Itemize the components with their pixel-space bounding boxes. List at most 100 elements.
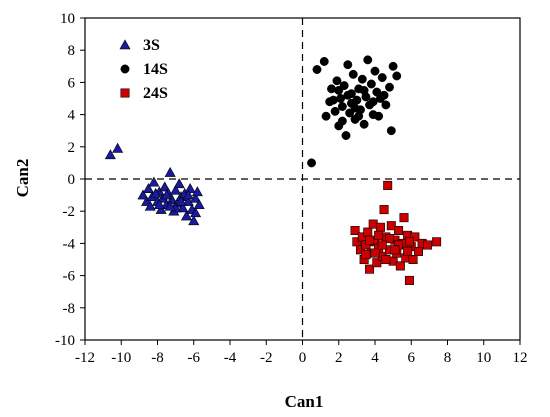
data-point: [408, 255, 418, 265]
x-tick-label: -2: [260, 350, 273, 366]
data-point: [177, 202, 189, 213]
legend-label: 3S: [143, 37, 160, 54]
data-point: [193, 199, 205, 210]
data-point: [359, 119, 369, 129]
data-point: [410, 232, 420, 242]
data-point: [370, 66, 380, 76]
y-tick-label: -10: [55, 333, 75, 349]
data-point: [307, 158, 317, 168]
data-point: [377, 73, 387, 83]
data-point: [104, 149, 116, 160]
data-point: [190, 207, 202, 218]
data-point: [182, 189, 194, 200]
legend-label: 14S: [143, 61, 168, 78]
reference-lines: [85, 18, 520, 340]
y-tick-label: -2: [63, 204, 76, 220]
data-point: [357, 74, 367, 84]
data-point: [175, 195, 187, 206]
data-point: [164, 166, 176, 177]
y-tick-label: -6: [63, 269, 76, 285]
data-point: [180, 210, 193, 221]
x-tick-label: 4: [371, 350, 379, 366]
legend-item-24s: 24S: [120, 85, 168, 102]
data-point: [423, 240, 433, 250]
data-point: [332, 76, 342, 86]
data-point: [374, 230, 384, 240]
data-point: [191, 186, 203, 197]
x-axis-ticks: -12 -10 -8 -6 -4 -2 0 2 4 6 8 10 12: [75, 340, 528, 366]
data-point: [173, 178, 185, 189]
data-point: [385, 82, 394, 92]
data-point: [366, 79, 376, 89]
data-point: [379, 205, 389, 215]
data-point: [361, 250, 371, 260]
y-tick-label: 0: [68, 172, 76, 188]
series-24s: [350, 180, 442, 285]
data-point: [365, 264, 375, 274]
data-point: [354, 111, 364, 121]
legend: 3S 14S 24S: [119, 37, 168, 102]
data-point: [184, 183, 196, 193]
x-tick-label: 10: [476, 350, 491, 366]
data-point: [394, 226, 404, 236]
x-tick-label: -6: [188, 350, 201, 366]
data-point: [392, 71, 402, 81]
data-point: [399, 213, 409, 223]
y-tick-label: -8: [63, 301, 76, 317]
data-point: [386, 221, 396, 231]
data-point: [328, 95, 338, 105]
data-point: [432, 237, 442, 247]
data-point: [355, 245, 365, 255]
data-points: [104, 55, 442, 285]
data-point: [327, 84, 336, 94]
data-point: [404, 275, 414, 285]
data-point: [381, 100, 391, 110]
x-tick-label: -10: [111, 350, 131, 366]
data-point: [312, 65, 322, 74]
x-tick-label: -12: [75, 350, 95, 366]
x-tick-label: -4: [224, 350, 237, 366]
data-point: [337, 116, 347, 126]
data-point: [390, 245, 400, 255]
data-point: [386, 126, 396, 136]
data-point: [381, 255, 391, 265]
data-point: [337, 102, 347, 112]
y-tick-label: -4: [63, 236, 76, 252]
data-point: [379, 90, 389, 100]
data-point: [166, 194, 178, 205]
data-point: [403, 246, 413, 256]
data-point: [159, 181, 171, 192]
data-point: [112, 142, 124, 153]
y-tick-label: 10: [60, 11, 75, 27]
y-axis-ticks: 10 8 6 4 2 0 -2 -4 -6 -8 -10: [55, 11, 85, 349]
data-point: [375, 222, 385, 232]
data-point: [404, 237, 414, 247]
y-tick-label: 2: [68, 140, 76, 156]
data-point: [377, 240, 387, 250]
data-point: [343, 90, 353, 100]
legend-item-3s: 3S: [119, 37, 160, 54]
x-tick-label: 6: [408, 350, 416, 366]
data-point: [384, 234, 394, 244]
legend-label: 24S: [143, 85, 168, 102]
x-tick-label: 8: [444, 350, 452, 366]
data-point: [383, 180, 393, 190]
data-point: [370, 248, 380, 258]
data-point: [142, 183, 154, 193]
data-point: [350, 226, 360, 236]
data-point: [330, 106, 340, 116]
data-point: [321, 111, 331, 121]
data-point: [148, 176, 160, 187]
x-axis-title: Can1: [285, 392, 324, 411]
data-point: [388, 61, 398, 71]
data-point: [334, 86, 344, 95]
x-tick-label: 0: [299, 350, 307, 366]
data-point: [188, 215, 200, 226]
data-point: [359, 86, 369, 95]
x-tick-label: -8: [151, 350, 164, 366]
data-point: [341, 131, 351, 140]
series-3s: [104, 142, 205, 226]
data-point: [155, 203, 167, 214]
data-point: [348, 69, 358, 79]
data-point: [170, 184, 182, 195]
